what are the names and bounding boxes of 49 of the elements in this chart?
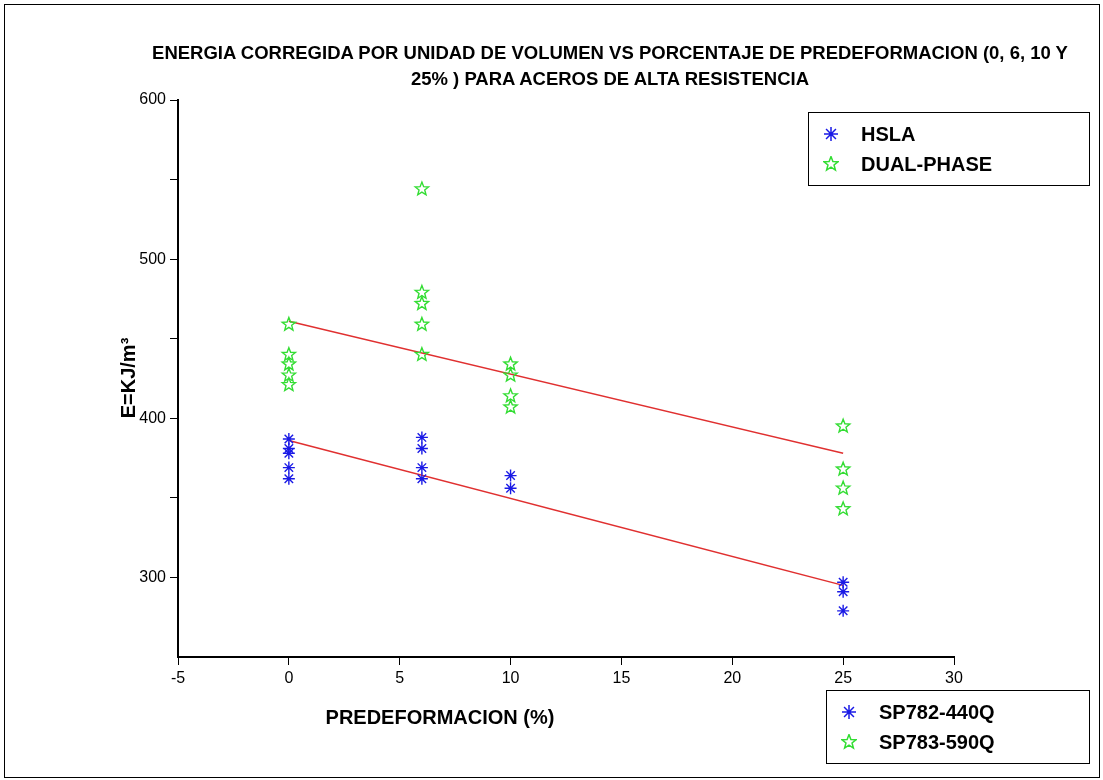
point [835,418,851,433]
x-tick-label: 30 [945,669,963,687]
point [281,377,297,392]
point [414,284,430,299]
point [503,468,518,483]
point [282,472,296,486]
point [503,399,518,414]
point [414,181,430,196]
point [281,367,297,382]
point [503,388,518,403]
point [503,356,518,371]
point [835,480,851,495]
point [415,472,429,486]
x-axis-title: PREDEFORMACION (%) [325,706,555,729]
point [415,460,429,475]
x-tick-label: 25 [834,669,853,687]
point [835,501,851,516]
y-axis-title: E=KJ/m³ [116,337,139,419]
point [414,296,430,311]
y-tick-label: 400 [139,408,167,426]
point [836,585,850,599]
y-tick-label: 600 [139,90,167,108]
point [281,316,297,331]
legend-label: HSLA [861,122,916,146]
point [415,441,429,456]
point [503,481,518,496]
x-tick-label: 20 [723,669,742,687]
point [282,460,296,475]
text: SP782-440Q [879,700,995,724]
point [282,432,296,446]
point [503,367,518,382]
point [281,346,297,361]
x-tick-label: 15 [612,669,631,687]
y-tick-label: 500 [139,249,167,267]
text: SP783-590Q [879,730,995,754]
point [281,356,297,371]
chart-title: ENERGIA CORREGIDA POR UNIDAD DE VOLUMEN VS PORCENTAJE DE PREDEFORMACION (0, 6, 10 Y 25% ) PARA ACEROS DE ALTA RESISTENCIA [151,41,1069,91]
point [414,346,430,361]
x-tick-label: 5 [395,669,405,687]
x-tick-label: 0 [284,669,294,687]
x-tick-label: -5 [170,669,186,687]
y-tick-label: 300 [139,567,167,585]
point [836,604,850,618]
x-tick-label: 10 [501,669,520,687]
point [415,430,429,445]
point [835,461,851,476]
point [414,316,430,331]
legend-label: DUAL-PHASE [861,152,993,176]
point [836,575,850,589]
